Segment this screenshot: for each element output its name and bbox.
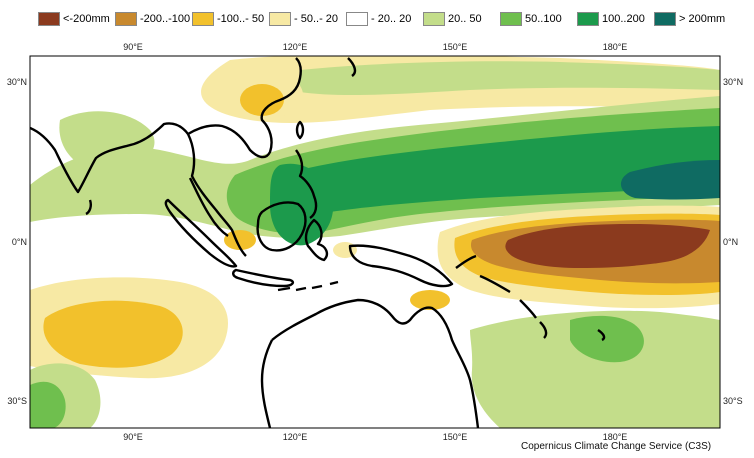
- legend-item: -100..- 50: [192, 11, 269, 27]
- right-lat-label: 0°N: [723, 237, 738, 247]
- legend-swatch: [269, 12, 291, 26]
- bottom-lon-label: 90°E: [123, 432, 143, 442]
- right-lat-label: 30°N: [723, 77, 743, 87]
- legend-item: 20.. 50: [423, 11, 500, 27]
- legend-swatch: [38, 12, 60, 26]
- legend-swatch: [346, 12, 368, 26]
- legend-swatch: [500, 12, 522, 26]
- coastlines: [30, 57, 606, 428]
- legend-label: - 50..- 20: [294, 13, 339, 25]
- legend-label: 100..200: [602, 13, 645, 25]
- legend-item: 50..100: [500, 11, 577, 27]
- legend-item: 100..200: [577, 11, 654, 27]
- anomaly-fields: [30, 56, 720, 428]
- right-lat-label: 30°S: [723, 396, 743, 406]
- legend-item: > 200mm: [654, 11, 731, 27]
- legend-label: <-200mm: [63, 13, 110, 25]
- legend-item: - 50..- 20: [269, 11, 346, 27]
- credit-label: Copernicus Climate Change Service (C3S): [521, 441, 712, 452]
- legend-label: -200..-100: [140, 13, 191, 25]
- legend-swatch: [192, 12, 214, 26]
- bottom-lon-label: 180°E: [603, 432, 628, 442]
- legend-swatch: [654, 12, 676, 26]
- map-legend: <-200mm -200..-100 -100..- 50 - 50..- 20…: [38, 11, 731, 27]
- legend-label: -100..- 50: [217, 13, 265, 25]
- legend-swatch: [423, 12, 445, 26]
- legend-label: - 20.. 20: [371, 13, 412, 25]
- legend-swatch: [577, 12, 599, 26]
- top-lon-label: 180°E: [603, 42, 628, 52]
- legend-label: > 200mm: [679, 13, 726, 25]
- map-frame: [29, 55, 721, 429]
- legend-swatch: [115, 12, 137, 26]
- bottom-lon-label: 150°E: [443, 432, 468, 442]
- top-lon-label: 150°E: [443, 42, 468, 52]
- top-lon-label: 120°E: [283, 42, 308, 52]
- left-lat-label: 0°N: [12, 237, 27, 247]
- left-lat-label: 30°N: [7, 77, 27, 87]
- bottom-lon-label: 120°E: [283, 432, 308, 442]
- legend-label: 20.. 50: [448, 13, 482, 25]
- top-lon-label: 90°E: [123, 42, 143, 52]
- legend-item: -200..-100: [115, 11, 192, 27]
- legend-item: - 20.. 20: [346, 11, 423, 27]
- legend-item: <-200mm: [38, 11, 115, 27]
- left-lat-label: 30°S: [7, 396, 27, 406]
- legend-label: 50..100: [525, 13, 562, 25]
